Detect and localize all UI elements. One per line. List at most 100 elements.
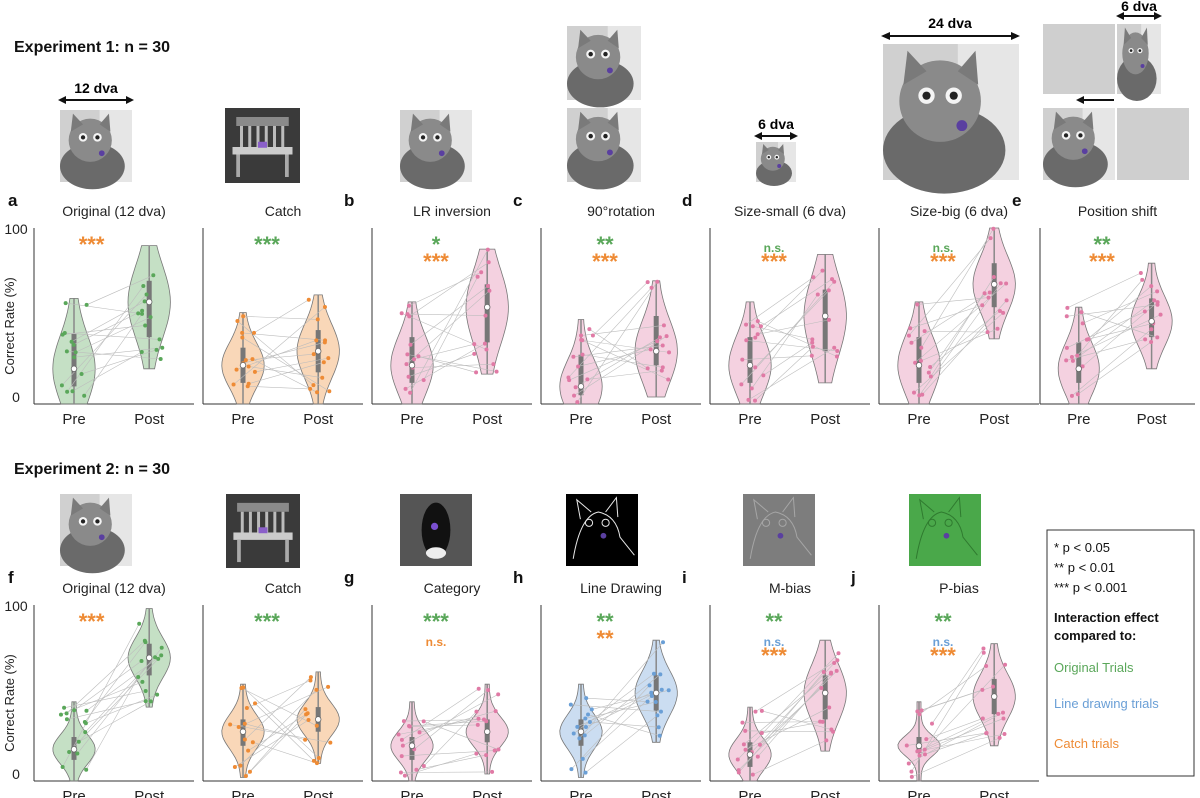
subject-line — [579, 642, 664, 739]
data-point — [243, 358, 248, 363]
subject-line — [752, 740, 827, 775]
subject-line — [407, 354, 497, 372]
data-point — [824, 738, 829, 743]
significance-label: *** — [1089, 249, 1115, 274]
panel-3: LR inversion b Pre Post **** — [344, 191, 532, 428]
data-point — [906, 333, 911, 338]
y-axis-label: Correct Rate (%) — [2, 654, 17, 752]
data-point — [142, 299, 147, 304]
data-point — [587, 719, 592, 724]
data-point — [322, 340, 327, 345]
subject-line — [416, 754, 487, 770]
subject-line — [406, 290, 490, 365]
stimulus-p-bias — [909, 494, 981, 566]
subject-line — [423, 721, 499, 750]
data-point — [82, 393, 87, 398]
subject-line — [592, 281, 648, 336]
subject-line — [585, 701, 656, 719]
subject-line — [914, 283, 1007, 363]
significance-label: * — [432, 232, 441, 257]
data-point — [744, 338, 749, 343]
stimulus-row-2 — [60, 494, 981, 574]
data-point — [656, 725, 661, 730]
x-tick-label: Post — [979, 788, 1010, 798]
median-marker — [746, 362, 754, 369]
x-tick-label: Pre — [738, 411, 761, 428]
subject-line — [243, 342, 325, 364]
subject-line — [752, 325, 813, 340]
data-point — [835, 658, 840, 663]
x-tick-label: Post — [1137, 411, 1168, 428]
legend-line-1: * p < 0.05 — [1054, 540, 1110, 555]
data-point — [242, 721, 247, 726]
data-point — [475, 274, 480, 279]
subject-line — [410, 285, 489, 345]
subject-line — [1066, 311, 1145, 349]
data-point — [62, 705, 67, 710]
subject-line — [85, 657, 156, 733]
box — [1076, 342, 1082, 383]
subject-line — [409, 249, 489, 393]
significance-label: *** — [930, 643, 956, 668]
data-point — [244, 706, 249, 711]
subject-line — [737, 653, 839, 760]
data-point — [1003, 662, 1008, 667]
significance-label: n.s. — [933, 241, 954, 255]
panel-10: Category g Pre Post ***n.s. — [344, 568, 532, 798]
significance-label: *** — [761, 643, 787, 668]
panel-letter: c — [513, 191, 522, 210]
subject-line — [407, 313, 486, 316]
legend-header-1: Interaction effect — [1054, 610, 1159, 625]
data-point — [143, 689, 148, 694]
subject-line — [75, 316, 151, 353]
data-point — [401, 719, 406, 724]
data-point — [579, 333, 584, 338]
data-point — [496, 747, 501, 752]
panel-letter: f — [8, 568, 14, 587]
data-point — [311, 758, 316, 763]
dimension-6dva-shift: 6 dva — [1116, 0, 1162, 20]
data-point — [810, 344, 815, 349]
subject-line — [911, 292, 990, 344]
data-point — [494, 369, 499, 374]
data-point — [590, 333, 595, 338]
subject-line — [761, 710, 832, 730]
data-point — [1064, 345, 1069, 350]
data-point — [322, 304, 327, 309]
data-point — [922, 329, 927, 334]
data-point — [62, 331, 67, 336]
data-point — [1138, 270, 1143, 275]
box — [916, 337, 922, 383]
data-point — [243, 773, 248, 778]
data-point — [492, 748, 497, 753]
data-point — [909, 340, 914, 345]
x-tick-label: Pre — [231, 411, 254, 428]
subject-line — [589, 328, 648, 369]
data-point — [156, 656, 161, 661]
data-point — [666, 688, 671, 693]
data-point — [985, 330, 990, 335]
stimulus-rotation-1 — [567, 26, 641, 108]
panel-letter: i — [682, 568, 687, 587]
median-marker — [915, 742, 923, 749]
data-point — [490, 769, 495, 774]
legend-line-2: ** p < 0.01 — [1054, 560, 1115, 575]
data-point — [660, 365, 665, 370]
data-point — [655, 713, 660, 718]
subject-line — [86, 655, 162, 712]
median-marker — [239, 728, 247, 735]
data-point — [399, 311, 404, 316]
data-point — [741, 742, 746, 747]
subject-line — [400, 771, 493, 773]
data-point — [475, 722, 480, 727]
subject-line — [577, 281, 658, 403]
data-point — [64, 349, 69, 354]
data-point — [140, 679, 145, 684]
data-point — [1069, 355, 1074, 360]
data-point — [997, 309, 1002, 314]
subject-line — [64, 332, 160, 340]
subject-line — [401, 312, 487, 350]
subject-line — [742, 355, 812, 360]
data-point — [308, 675, 313, 680]
subject-line — [587, 370, 662, 380]
